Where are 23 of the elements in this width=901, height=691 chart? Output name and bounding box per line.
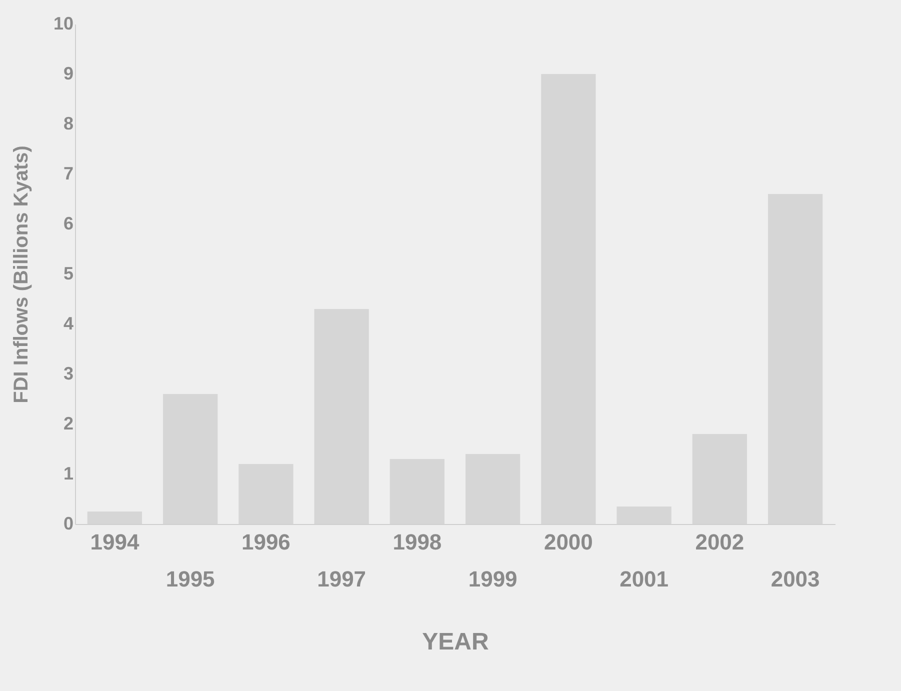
x-tick-label: 1994 [90,530,140,554]
x-axis-title: YEAR [422,628,489,656]
y-tick-label: 9 [63,64,74,84]
y-tick-label: 3 [63,364,74,384]
y-tick-label: 1 [63,464,74,484]
y-tick-label: 10 [53,14,74,34]
x-tick-label: 2003 [770,566,820,592]
y-tick-label: 6 [63,214,74,234]
x-tick-label: 1997 [317,566,366,592]
y-tick-label: 4 [63,314,74,334]
y-axis-title: FDI Inflows (Billions Kyats) [10,146,32,404]
x-tick-label: 1996 [241,530,290,554]
y-tick-label: 5 [63,264,74,284]
x-tick-label: 1998 [392,530,442,554]
y-tick-label: 2 [63,414,74,434]
x-tick-label: 2000 [544,530,593,554]
y-tick-label: 7 [63,164,74,184]
y-tick-label: 8 [63,114,74,134]
x-tick-label: 1999 [468,566,518,592]
x-tick-label: 2002 [695,530,744,554]
y-tick-label: 0 [63,514,74,534]
x-tick-label: 1995 [166,566,215,592]
x-tick-label: 2001 [620,566,669,592]
